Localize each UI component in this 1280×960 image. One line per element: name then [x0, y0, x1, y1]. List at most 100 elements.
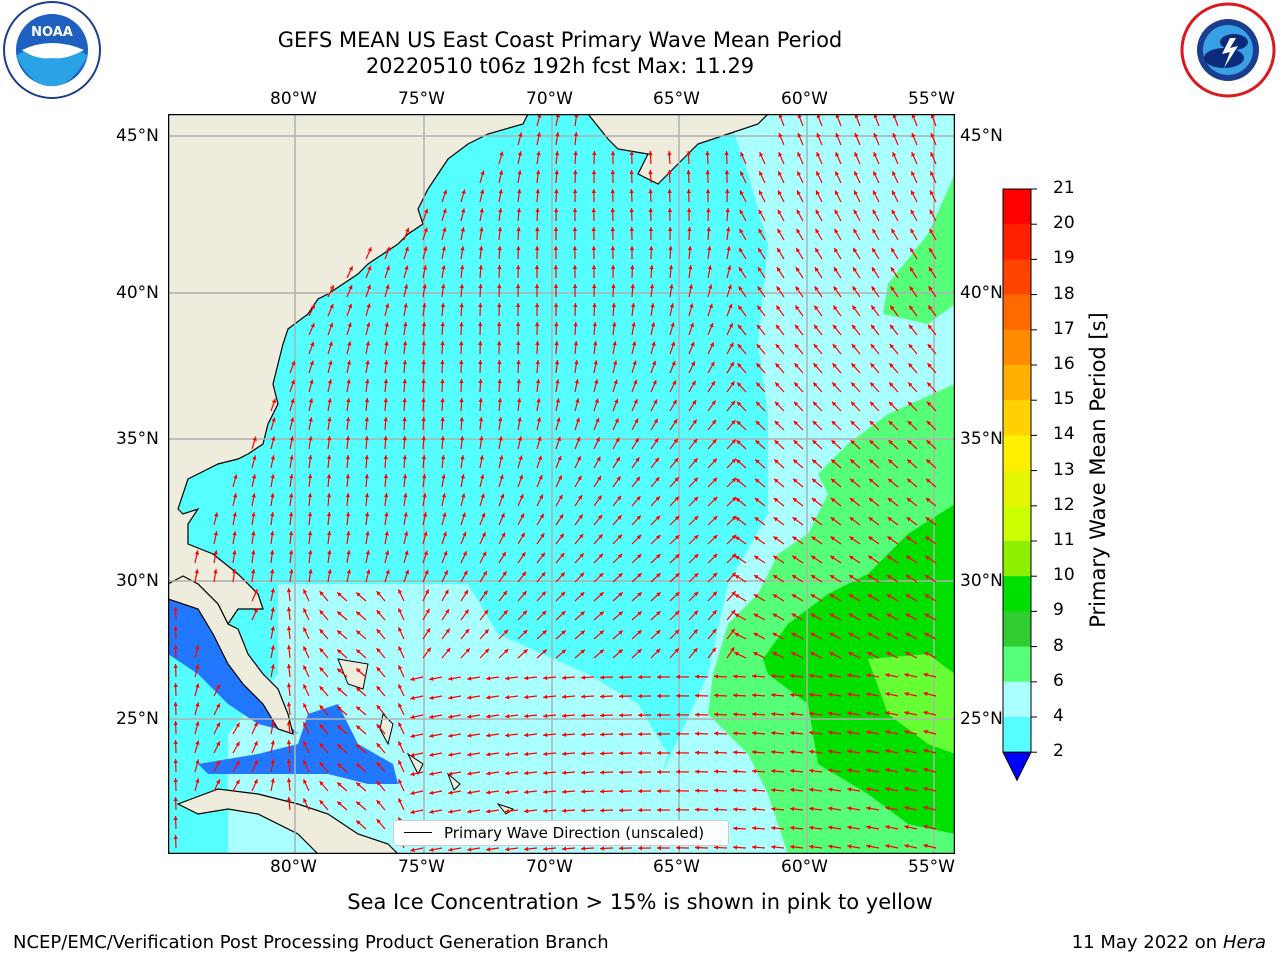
wave-arrow-head [251, 493, 256, 498]
wave-arrow-head [619, 770, 624, 775]
wave-arrow-head [676, 769, 680, 774]
wave-arrow-head [553, 265, 559, 269]
wave-arrow-head [516, 379, 521, 384]
wave-arrow-head [739, 228, 744, 234]
wave-arrow-head [484, 648, 490, 654]
wave-arrow-head [482, 571, 487, 576]
wave-arrow-head [385, 303, 390, 308]
wave-arrow-head [460, 227, 465, 232]
colorbar-tick-label: 13 [1053, 459, 1075, 480]
wave-arrow-head [423, 531, 428, 536]
wave-arrow-head [575, 398, 580, 403]
lon-label-top-65w: 65°W [653, 89, 700, 109]
wave-arrow-head [828, 844, 833, 849]
wave-arrow-head [674, 629, 680, 635]
wave-arrow-head [421, 417, 426, 422]
wave-arrow-head [366, 322, 371, 327]
wave-arrow-head [364, 474, 369, 479]
wave-arrow-head [597, 476, 601, 481]
wave-arrow-head [616, 495, 622, 501]
wave-arrow-head [303, 703, 308, 708]
wave-arrow-head [637, 554, 642, 559]
wave-arrow-head [812, 440, 817, 445]
wave-arrow-head [797, 152, 802, 157]
wave-arrow-head [308, 417, 313, 422]
wave-arrow-head [885, 768, 890, 773]
wave-arrow-head [398, 722, 403, 727]
wave-arrow-head [561, 649, 566, 654]
wave-arrow-head [402, 436, 407, 441]
wave-arrow-head [581, 675, 586, 680]
wave-arrow-head [924, 652, 929, 656]
wave-arrow-head [356, 687, 361, 692]
wave-arrow-head [288, 512, 294, 517]
wave-arrow-head [303, 608, 308, 613]
wave-arrow-head [635, 476, 640, 482]
wave-arrow-head [630, 284, 635, 289]
wave-arrow-head [534, 284, 540, 288]
colorbar-tick-label: 11 [1053, 530, 1075, 550]
wave-arrow-head [516, 322, 521, 326]
wave-arrow-head [291, 360, 296, 366]
lat-label-left-45n: 45°N [116, 126, 159, 146]
wave-arrow-head [559, 533, 564, 539]
wave-arrow-head [524, 694, 529, 700]
wave-arrow-head [668, 265, 674, 270]
wave-arrow-head [757, 324, 762, 330]
wave-arrow-head [923, 786, 928, 792]
wave-arrow-head [579, 572, 585, 578]
wave-arrow-head [515, 284, 521, 288]
wave-arrow-head [691, 380, 696, 386]
map-frame [167, 113, 956, 855]
wave-arrow-head [693, 610, 698, 615]
wave-arrow-head [461, 189, 466, 194]
wave-arrow-head [729, 342, 734, 348]
wave-arrow-head [830, 517, 836, 522]
wave-arrow-head [631, 341, 637, 346]
wave-arrow-head [499, 455, 504, 460]
wave-arrow-head [673, 419, 678, 424]
wave-arrow-head [467, 695, 472, 700]
wave-arrow-head [444, 589, 449, 595]
wave-arrow-head [578, 514, 583, 519]
wave-arrow-head [728, 323, 733, 328]
wave-arrow-head [712, 458, 717, 463]
wave-arrow-head [519, 474, 524, 480]
wave-arrow-head [505, 809, 510, 814]
wave-arrow-head [597, 495, 602, 500]
wave-arrow-head [404, 550, 409, 555]
wave-arrow-head [834, 190, 839, 195]
colorbar-tick-label: 6 [1053, 670, 1064, 691]
wave-arrow-head [442, 227, 447, 232]
wave-arrow-head [850, 440, 855, 445]
wave-arrow-head [346, 360, 352, 365]
wave-arrow-head [614, 418, 619, 423]
wave-arrow-head [638, 845, 642, 851]
wave-arrow-head [887, 555, 892, 560]
wave-arrow-head [707, 246, 712, 251]
wave-arrow-head [686, 208, 692, 212]
wave-arrow-head [774, 478, 779, 483]
wave-arrow-head [705, 170, 710, 175]
wave-arrow-head [573, 322, 578, 327]
wave-arrow-head [410, 809, 415, 815]
wave-arrow-head [652, 380, 657, 385]
colorbar-label: Primary Wave Mean Period [s] [1086, 312, 1110, 628]
wave-arrow-head [853, 190, 858, 195]
wave-arrow-head [402, 455, 407, 460]
wave-arrow-head [928, 286, 933, 291]
wave-arrow-head [524, 808, 529, 814]
map-canvas [167, 113, 956, 855]
wave-arrow-head [286, 797, 292, 802]
wave-arrow-head [364, 493, 370, 498]
wave-arrow-head [629, 227, 634, 231]
wave-arrow-head [792, 575, 797, 580]
wave-arrow-head [711, 381, 715, 386]
wave-arrow-head [286, 607, 292, 612]
wave-arrow-head [828, 768, 833, 773]
wave-arrow-head [346, 531, 351, 536]
wave-arrow-head [670, 341, 676, 347]
wave-arrow-head [776, 324, 781, 330]
wave-arrow-head [536, 417, 542, 422]
wave-arrow-head [505, 847, 510, 852]
